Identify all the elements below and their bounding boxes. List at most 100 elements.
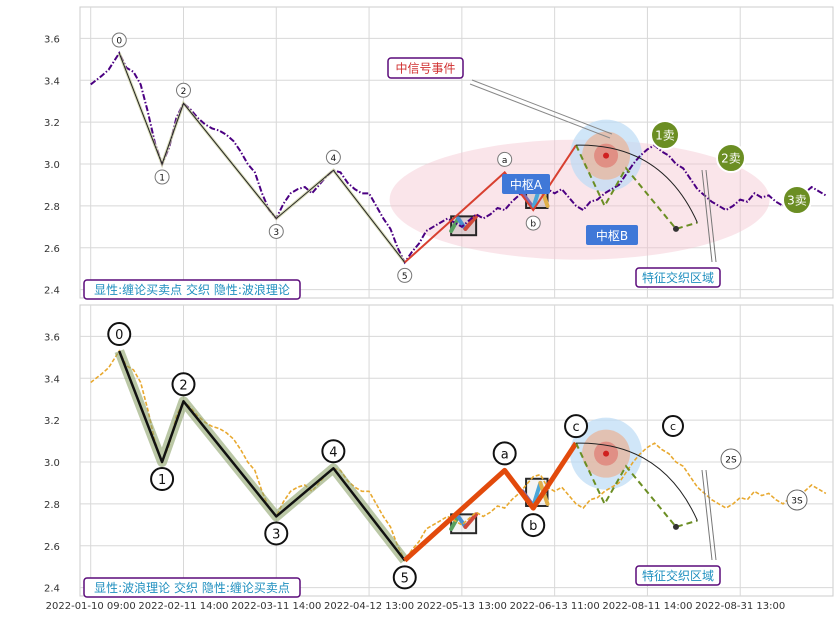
wave-point-label: b [529, 519, 537, 534]
wave-point-label: 1 [158, 473, 166, 488]
wave-point-label: 3 [272, 527, 280, 542]
zone-pen [456, 216, 468, 231]
projection-path [575, 442, 698, 529]
sell-2-badge [716, 143, 746, 173]
zone-pen [449, 514, 461, 532]
wave-point-marker [171, 372, 196, 397]
y-tick-label: 2.4 [44, 584, 60, 595]
wave-point-label: 3 [273, 228, 279, 238]
y-tick-label: 3.4 [44, 76, 60, 87]
legend-text-box [83, 279, 301, 300]
feature-arrow [705, 469, 717, 561]
legend-text-box [83, 577, 301, 598]
sell-3: 3卖 [787, 194, 807, 208]
projection-end-dot [672, 225, 679, 232]
wave-point-marker [154, 169, 170, 185]
wave-point-label: 4 [329, 445, 337, 460]
wave-point-marker [268, 223, 284, 239]
sell-1-badge [650, 120, 680, 150]
wave-point-label: a [502, 156, 508, 166]
y-tick-label: 3.6 [44, 34, 60, 45]
feature-arrow [701, 469, 713, 561]
feature-label-box [635, 267, 721, 288]
wave-point-marker [392, 565, 417, 590]
zone-pen [456, 514, 468, 529]
wave-point-marker [525, 215, 541, 231]
wave-point-marker [111, 32, 127, 48]
wave-point-label: b [530, 220, 536, 230]
wave-point-marker [397, 267, 413, 283]
wave-point-marker [107, 322, 132, 347]
c-marker [662, 415, 684, 437]
wave-point-label: 2 [179, 378, 187, 393]
s2-label: 2S [725, 456, 737, 466]
x-tick-label: 2022-02-11 14:00 [138, 601, 228, 612]
wave-point-marker [264, 521, 289, 546]
projection-end-dot [672, 523, 679, 530]
wave-point-marker [321, 439, 346, 464]
wave-point-marker [564, 414, 589, 439]
y-tick-label: 3.2 [44, 416, 60, 427]
zone-pen [520, 191, 536, 210]
x-axis: 2022-01-10 09:00 2022-02-11 14:00 2022-03-… [46, 601, 786, 612]
zone-a-label-box [502, 174, 550, 194]
event-label: 中信号事件 [395, 61, 455, 76]
zone-pen [463, 214, 479, 231]
wave-point-marker [150, 467, 175, 492]
y-tick-label: 2.6 [44, 542, 60, 553]
abc-line [403, 441, 579, 563]
zone-pen [463, 512, 479, 529]
sell-3-badge [782, 185, 812, 215]
feature-arrow [701, 169, 713, 263]
wave-point-marker [521, 513, 546, 538]
wave-point-label: 0 [116, 37, 122, 47]
sell-1: 1卖 [655, 129, 675, 143]
feature-center-dot [603, 152, 610, 159]
zone-pen [449, 216, 461, 234]
wave-point-label: a [501, 447, 509, 462]
x-tick-label: 2022-01-10 09:00 [46, 601, 136, 612]
top-panel: 2.4 2.6 2.8 3.0 3.2 3.4 3.6 0 1 2 3 4 5 a b 显性:缠论买卖点 交织… [44, 6, 834, 300]
feature-label: 特征交织区域 [642, 270, 714, 285]
x-tick-label: 2022-05-13 13:00 [417, 601, 507, 612]
x-tick-label: 2022-06-13 11:00 [510, 601, 600, 612]
c-label: c [670, 420, 676, 433]
y-tick-label: 3.6 [44, 332, 60, 343]
x-tick-label: 2022-08-31 13:00 [695, 601, 785, 612]
y-tick-label: 2.4 [44, 286, 60, 297]
plot-area [79, 304, 834, 597]
s2-label-marker [720, 448, 742, 470]
y-tick-label: 2.8 [44, 202, 60, 213]
wave-line [118, 52, 406, 263]
legend-text: 显性:波浪理论 交织 隐性:缠论买卖点 [94, 580, 290, 595]
sell-2: 2卖 [721, 152, 741, 166]
wave-point-label: 2 [181, 87, 187, 97]
zone-b-label-box [586, 225, 638, 245]
zone-b-label: 中枢B [596, 228, 628, 243]
wave-point-label: 1 [159, 174, 165, 184]
s3-label: 3S [791, 497, 803, 507]
feature-label-box [635, 565, 721, 586]
y-tick-label: 3.2 [44, 118, 60, 129]
bottom-panel: 2.4 2.6 2.8 3.0 3.2 3.4 3.6 0 1 2 3 4 5 a b c 显性:波浪理论 交织… [44, 304, 834, 598]
projection-arc [576, 442, 698, 521]
y-tick-label: 3.0 [44, 458, 60, 469]
wave-point-label: c [572, 420, 579, 435]
wave-point-marker [492, 441, 517, 466]
y-tick-label: 3.0 [44, 160, 60, 171]
feature-label: 特征交织区域 [642, 568, 714, 583]
wave-point-marker [497, 151, 513, 167]
y-tick-label: 2.6 [44, 244, 60, 255]
wave-line [118, 350, 406, 562]
x-tick-label: 2022-08-11 14:00 [602, 601, 692, 612]
wave-point-marker [175, 82, 191, 98]
projection-arc [576, 144, 698, 223]
s3-label-marker [786, 489, 808, 511]
wave-point-label: 4 [331, 154, 337, 164]
feature-arrow [705, 169, 717, 263]
event-arrow [469, 83, 611, 139]
wave-point-label: 0 [115, 328, 123, 343]
x-tick-label: 2022-04-12 13:00 [324, 601, 414, 612]
plot-area [79, 6, 834, 299]
